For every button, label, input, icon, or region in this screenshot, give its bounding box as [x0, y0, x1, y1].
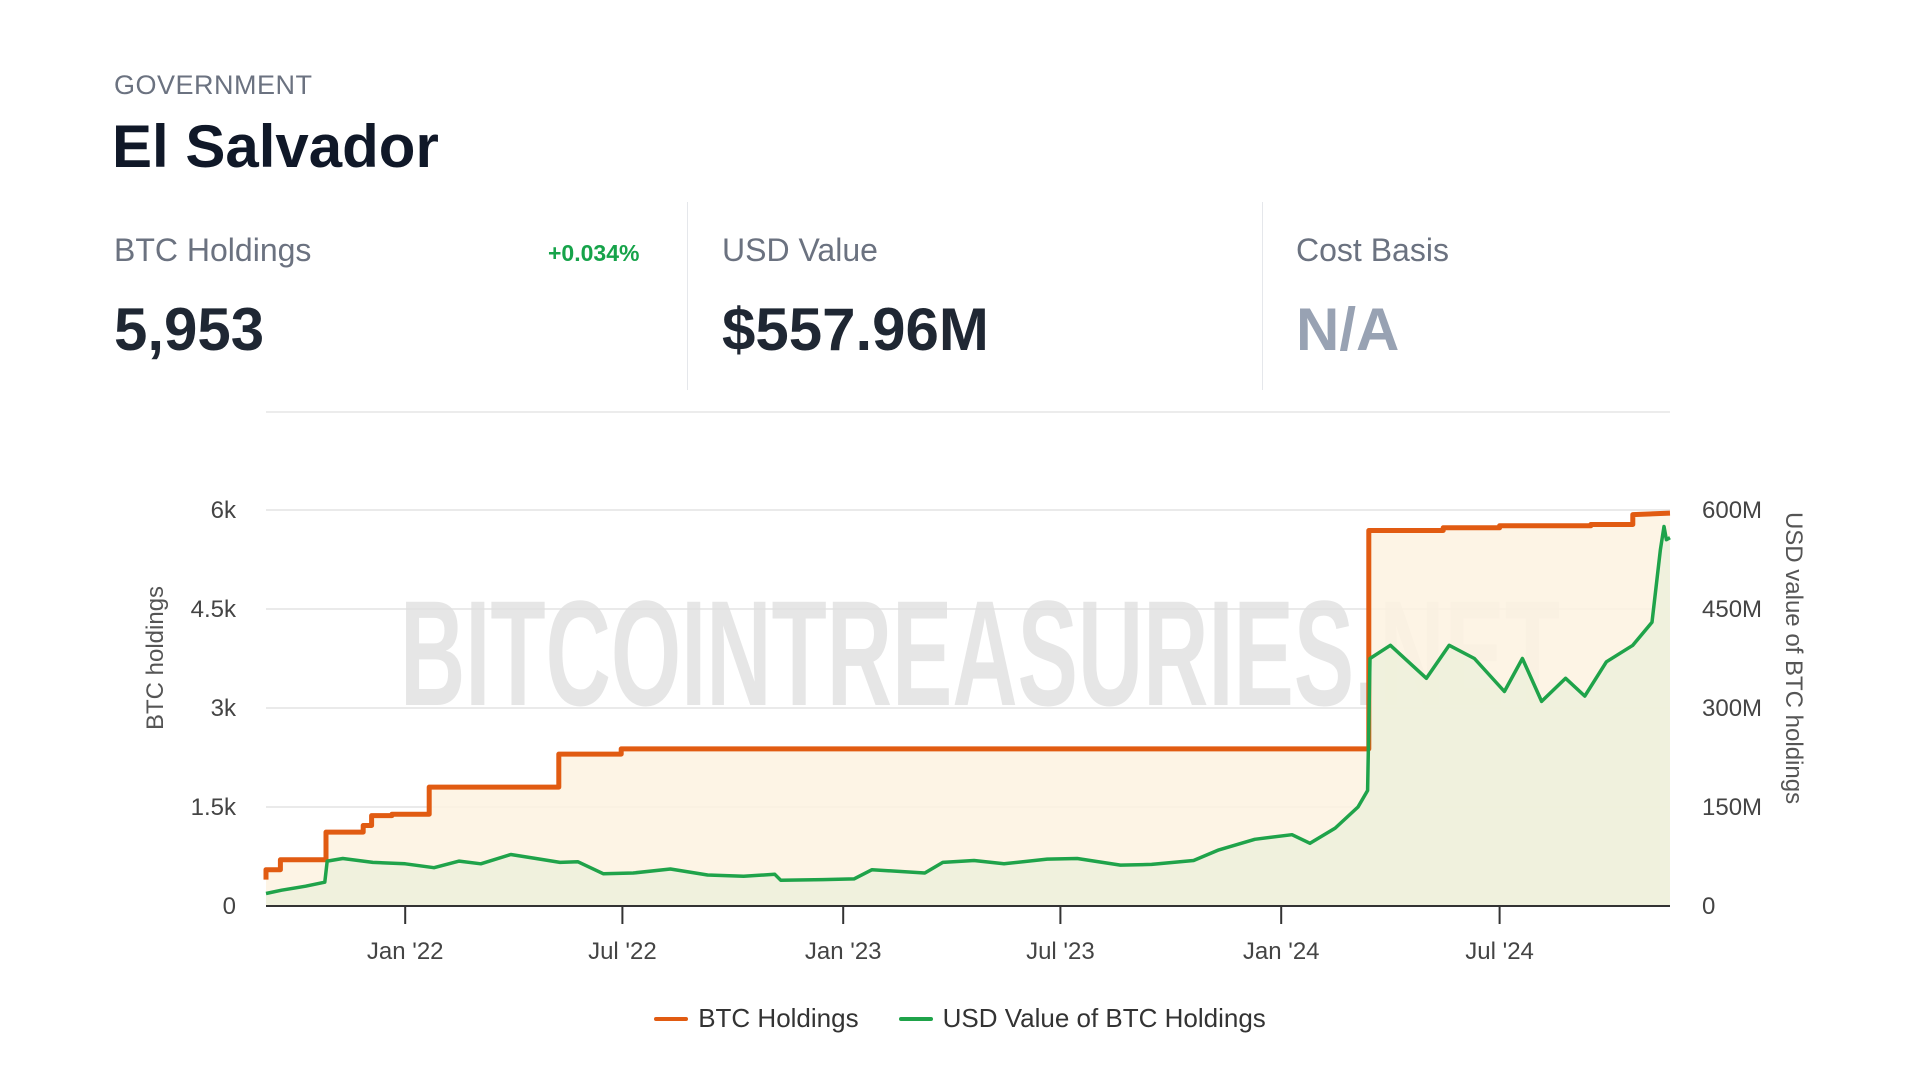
legend-swatch-usd: [898, 1016, 933, 1021]
chart-legend: BTC Holdings USD Value of BTC Holdings: [0, 1003, 1920, 1034]
legend-item-btc-holdings[interactable]: BTC Holdings: [654, 1003, 859, 1034]
chart-lines: [263, 510, 1671, 896]
y-axis-label-right: USD value of BTC holdings: [1780, 512, 1807, 804]
y-tick-label-right: 150M: [1702, 794, 1762, 821]
btc-holdings-value: 5,953: [114, 296, 265, 363]
y-tick-label-left: 3k: [211, 695, 237, 722]
x-tick-label: Jul '24: [1465, 938, 1534, 965]
legend-label-usd: USD Value of BTC Holdings: [942, 1003, 1266, 1033]
legend-item-usd-value[interactable]: USD Value of BTC Holdings: [898, 1003, 1266, 1034]
btc-holdings-area: [266, 513, 1670, 906]
y-tick-label-right: 450M: [1702, 596, 1762, 623]
usd-value-area: [266, 526, 1670, 906]
y-tick-label-left: 4.5k: [191, 596, 237, 623]
btc-holdings-label: BTC Holdings: [114, 232, 312, 268]
y-tick-label-left: 6k: [211, 497, 237, 524]
legend-label-btc: BTC Holdings: [698, 1003, 859, 1033]
y-tick-label-left: 1.5k: [191, 794, 237, 821]
usd-value-line: [265, 524, 1671, 896]
y-tick-label-right: 0: [1702, 893, 1715, 920]
page-title: El Salvador: [112, 113, 439, 180]
cost-basis-label: Cost Basis: [1296, 232, 1449, 268]
x-tick-label: Jan '24: [1243, 938, 1320, 965]
btc-holdings-line: [263, 510, 1671, 880]
y-tick-label-right: 300M: [1702, 695, 1762, 722]
entity-category: GOVERNMENT: [114, 70, 313, 100]
btc-holdings-change: +0.034%: [548, 240, 640, 266]
y-axis-label-left: BTC holdings: [142, 586, 169, 730]
x-tick-label: Jul '23: [1026, 938, 1095, 965]
cost-basis-value: N/A: [1296, 296, 1400, 363]
x-tick-label: Jan '22: [367, 938, 444, 965]
x-tick-label: Jul '22: [588, 938, 657, 965]
stat-divider: [687, 202, 688, 390]
x-tick-label: Jan '23: [805, 938, 882, 965]
legend-swatch-btc: [654, 1016, 689, 1021]
chart-axes: 0 0 1.5k 150M 3k 300M 4.5k 450M 6k 600M Jan '22 Jul…: [191, 497, 1762, 965]
usd-value-value: $557.96M: [722, 296, 989, 363]
y-tick-label-right: 600M: [1702, 497, 1762, 524]
chart-areas: [266, 513, 1670, 906]
stat-divider: [1262, 202, 1263, 390]
y-tick-label-left: 0: [223, 893, 236, 920]
usd-value-label: USD Value: [722, 232, 878, 268]
